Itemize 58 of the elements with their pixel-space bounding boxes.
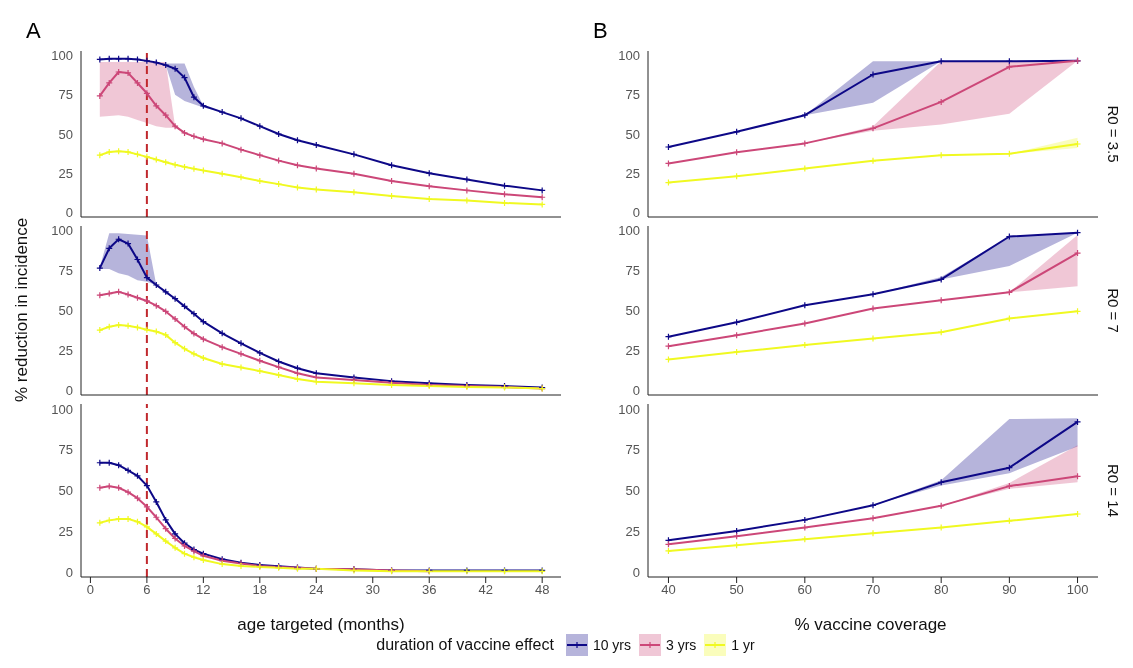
text: R0 = 3.5	[1104, 105, 1122, 163]
x-tick-label: 12	[196, 582, 211, 598]
x-tick-label: 70	[865, 582, 881, 598]
y-tick-label: 100	[51, 48, 73, 64]
y-tick-label: 50	[58, 483, 73, 499]
y-tick-label: 50	[625, 483, 640, 499]
y-axis-title: % reduction in incidence	[12, 216, 32, 405]
x-tick-label: 40	[661, 582, 676, 598]
y-tick-label: 25	[625, 523, 640, 539]
y-tick-label: 75	[625, 263, 640, 279]
x-tick-label: 48	[534, 582, 550, 598]
x-tick-label: 18	[252, 582, 268, 598]
y-tick-label: 25	[58, 165, 73, 181]
y-tick-label: 0	[632, 382, 640, 398]
y-tick-label: 25	[625, 165, 640, 181]
text: A	[26, 18, 41, 44]
y-tick-label: 0	[65, 382, 73, 398]
y-tick-label: 50	[58, 126, 73, 142]
y-tick-label: 50	[625, 303, 640, 319]
y-tick-label: 100	[51, 401, 73, 417]
text: B	[593, 18, 608, 44]
y-tick-label: 100	[51, 223, 73, 239]
x-tick-label: 50	[729, 582, 744, 598]
text: R0 = 14	[1104, 464, 1122, 517]
x-axis-title: % vaccine coverage	[793, 615, 948, 635]
y-tick-label: 100	[618, 401, 640, 417]
y-tick-label: 75	[58, 442, 73, 458]
y-tick-label: 0	[632, 564, 640, 580]
legend-label: 10 yrs	[592, 637, 632, 653]
y-tick-label: 50	[58, 303, 73, 319]
y-tick-label: 75	[58, 87, 73, 103]
legend-label: 1 yr	[731, 637, 755, 653]
y-tick-label: 75	[625, 87, 640, 103]
x-tick-label: 90	[1002, 582, 1017, 598]
y-tick-label: 100	[618, 48, 640, 64]
x-tick-label: 60	[797, 582, 813, 598]
y-tick-label: 0	[65, 204, 73, 220]
legend-title: duration of vaccine effect	[376, 636, 554, 654]
x-tick-label: 42	[478, 582, 493, 598]
x-tick-label: 100	[1066, 582, 1089, 598]
y-tick-label: 50	[625, 126, 640, 142]
y-tick-label: 0	[65, 564, 73, 580]
x-tick-label: 36	[422, 582, 437, 598]
x-tick-label: 6	[143, 582, 151, 598]
x-axis-title: age targeted (months)	[236, 615, 406, 635]
y-tick-label: 25	[625, 342, 640, 358]
x-tick-label: 0	[86, 582, 95, 598]
x-tick-label: 30	[365, 582, 380, 598]
y-tick-label: 0	[632, 204, 640, 220]
text: R0 = 7	[1104, 288, 1122, 333]
y-tick-label: 75	[625, 442, 640, 458]
y-tick-label: 75	[58, 263, 73, 279]
legend-label: 3 yrs	[666, 637, 697, 653]
y-tick-label: 100	[618, 223, 640, 239]
y-tick-label: 25	[58, 523, 73, 539]
x-tick-label: 24	[309, 582, 324, 598]
y-tick-label: 25	[58, 342, 73, 358]
x-tick-label: 80	[933, 582, 949, 598]
